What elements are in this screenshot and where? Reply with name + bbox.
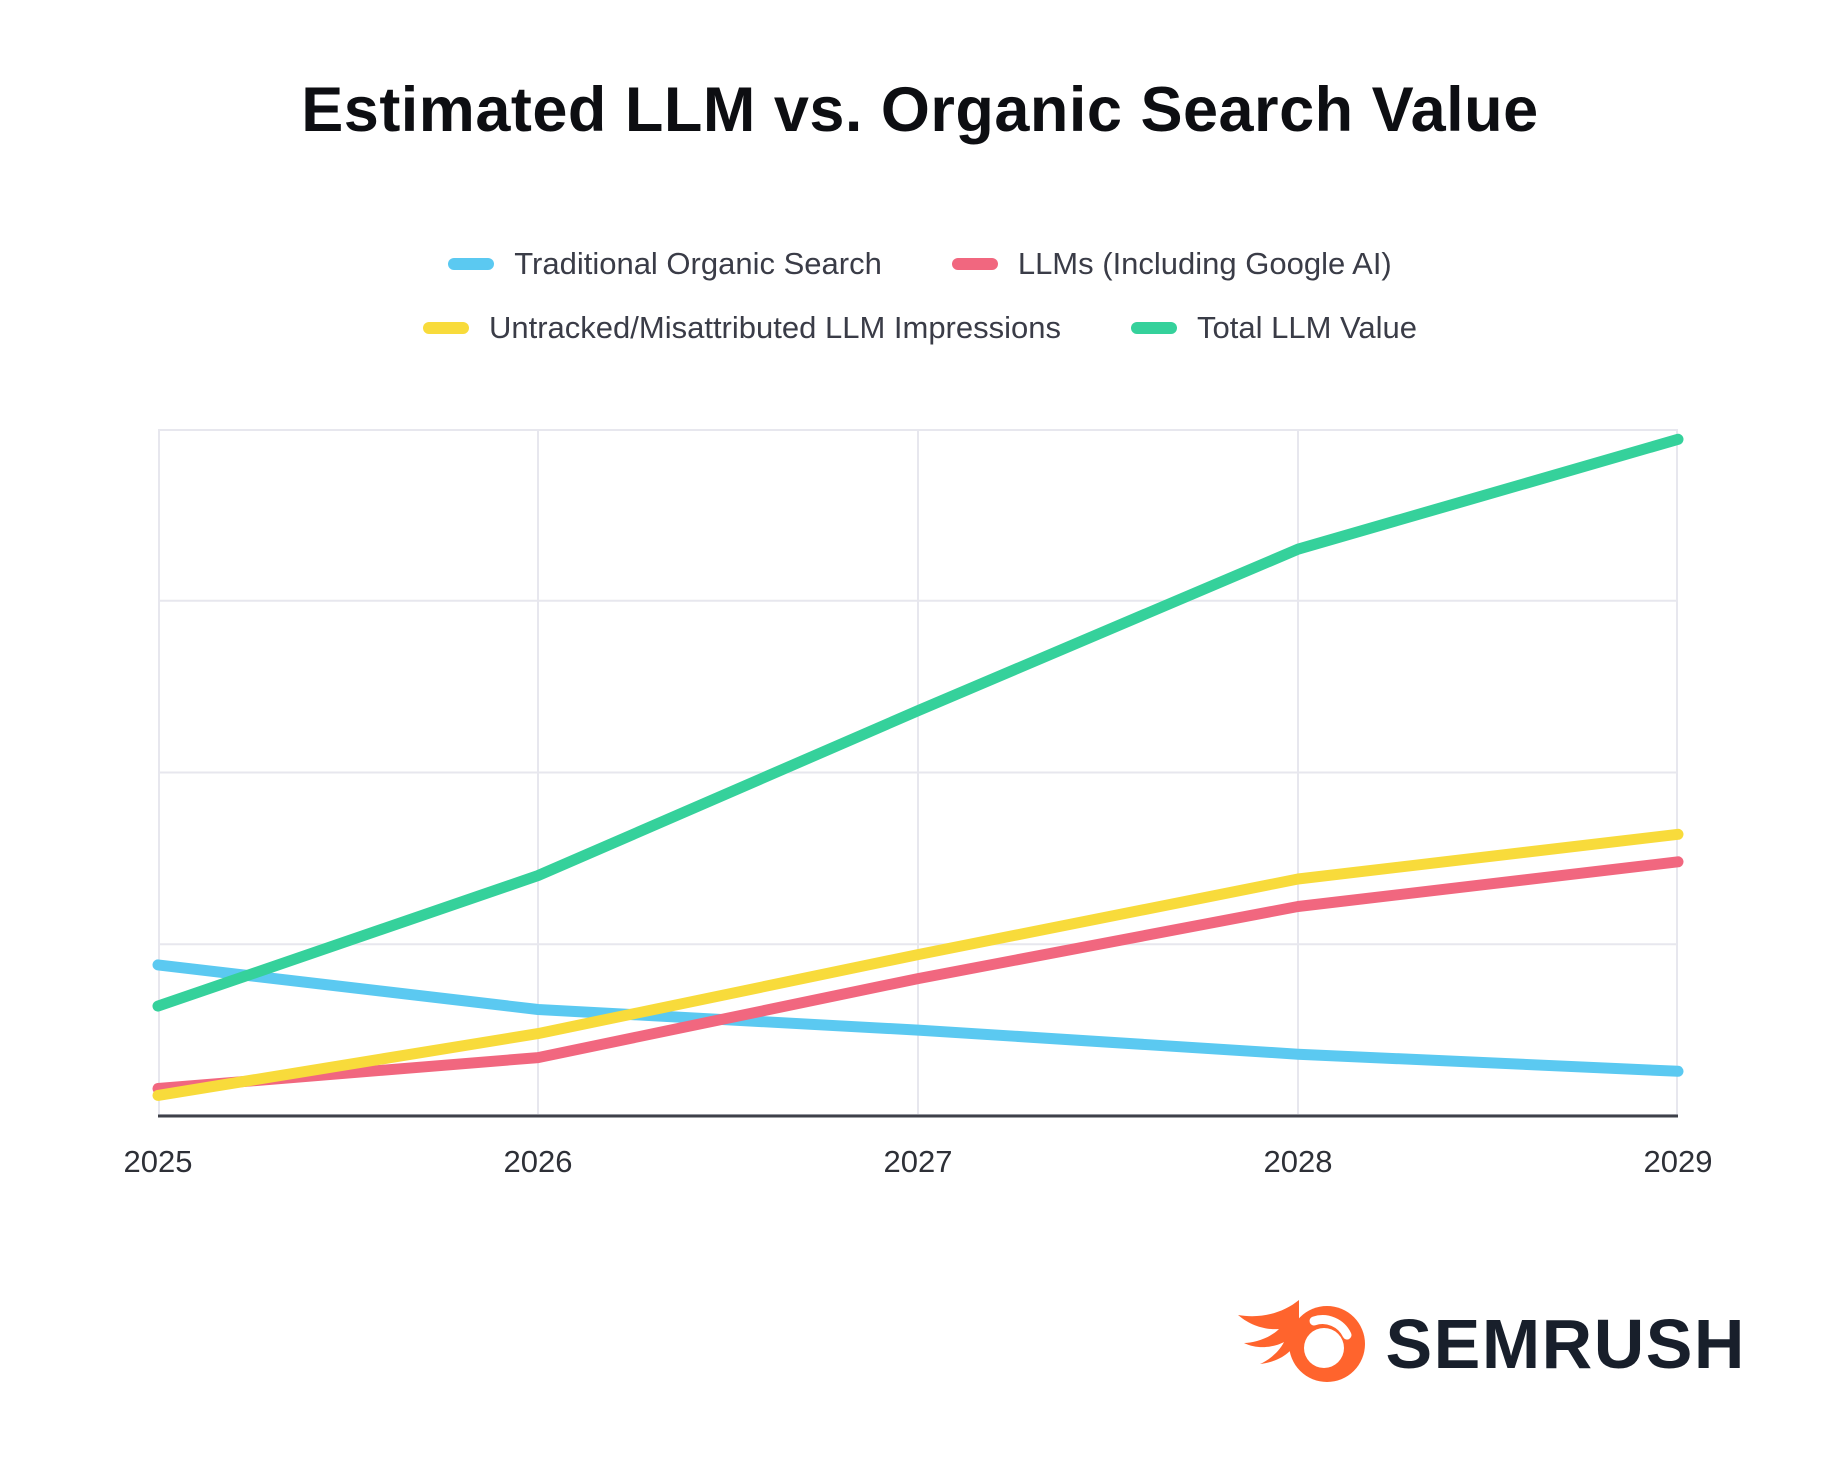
legend-row-1: Traditional Organic Search LLMs (Includi… [448,246,1392,282]
x-tick-2028: 2028 [1263,1144,1333,1179]
line-chart [152,429,1684,1118]
series-line-total-llm-value [152,433,1684,1012]
semrush-logo: SEMRUSH [1235,1294,1746,1394]
x-tick-2025: 2025 [123,1144,193,1179]
series-line-llms-including-google-ai- [152,856,1684,1094]
plot-area: 2025 2026 2027 2028 2029 [124,429,1712,1179]
legend-item-total-llm-value: Total LLM Value [1131,310,1417,346]
chart-legend: Traditional Organic Search LLMs (Includi… [0,246,1840,346]
legend-swatch-green-icon [1131,322,1177,334]
legend-item-llms-including-google-ai: LLMs (Including Google AI) [951,246,1392,282]
legend-swatch-yellow-icon [422,322,469,334]
legend-label: Total LLM Value [1197,310,1417,345]
legend-item-untracked-misattributed-llm-impressions: Untracked/Misattributed LLM Impressions [422,310,1061,346]
legend-label: Untracked/Misattributed LLM Impressions [488,310,1061,345]
x-tick-2027: 2027 [883,1144,953,1179]
legend-swatch-pink-icon [951,258,998,270]
legend-label: LLMs (Including Google AI) [1017,246,1392,281]
chart-title: Estimated LLM vs. Organic Search Value [301,75,1539,145]
series-line-untracked-misattributed-llm-impressions [152,828,1684,1101]
semrush-flame-icon [1238,1300,1366,1382]
x-tick-2029: 2029 [1643,1144,1713,1179]
semrush-logo-text: SEMRUSH [1385,1305,1746,1383]
legend-swatch-blue-icon [448,258,495,270]
series-line-traditional-organic-search [152,959,1684,1077]
x-tick-2026: 2026 [503,1144,573,1179]
legend-item-traditional-organic-search: Traditional Organic Search [448,246,882,282]
legend-row-2: Untracked/Misattributed LLM Impressions … [422,310,1417,346]
legend-label: Traditional Organic Search [514,246,882,281]
